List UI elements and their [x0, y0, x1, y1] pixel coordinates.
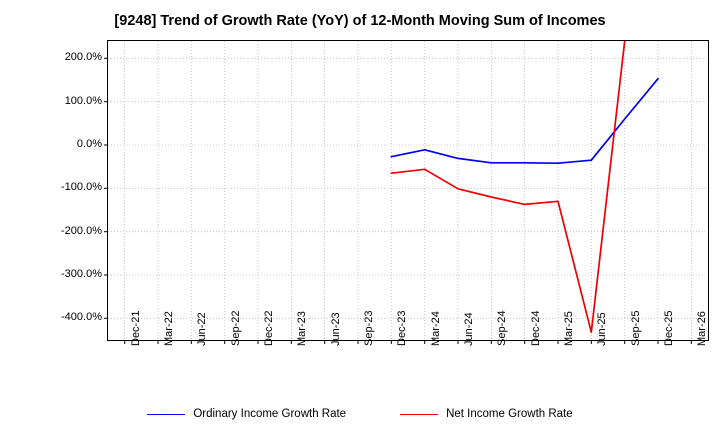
- x-tick-label: Jun-24: [463, 312, 475, 346]
- y-tick-label: -400.0%: [61, 311, 102, 324]
- y-tick-label: -100.0%: [61, 181, 102, 194]
- y-tick-label: -300.0%: [61, 268, 102, 280]
- legend-label: Net Income Growth Rate: [446, 408, 573, 420]
- x-tick-label: Jun-23: [329, 312, 342, 346]
- x-tick-label: Mar-25: [563, 311, 575, 346]
- x-tick-label: Dec-25: [663, 310, 675, 346]
- legend-item[interactable]: Ordinary Income Growth Rate: [147, 408, 346, 420]
- x-tick-label: Mar-24: [429, 311, 442, 346]
- y-tick-label: -200.0%: [61, 224, 102, 237]
- x-tick-label: Sep-22: [229, 310, 242, 346]
- plot-frame: [107, 40, 709, 341]
- x-tick-label: Mar-26: [696, 311, 709, 346]
- x-tick-label: Jun-22: [196, 312, 209, 346]
- x-tick-label: Sep-25: [629, 310, 642, 346]
- chart-title: [9248] Trend of Growth Rate (YoY) of 12-…: [114, 13, 606, 29]
- legend-item[interactable]: Net Income Growth Rate: [400, 408, 573, 420]
- x-tick-label: Mar-23: [296, 311, 309, 346]
- series-line: [390, 77, 659, 165]
- data-lines: [390, 40, 659, 334]
- x-tick-label: Dec-22: [263, 310, 275, 346]
- legend-color-swatch: [400, 413, 439, 415]
- legend-color-swatch: [147, 413, 186, 415]
- x-tick-label: Sep-24: [496, 310, 509, 346]
- x-tick-label: Dec-21: [129, 310, 142, 346]
- x-tick-label: Jun-25: [596, 312, 609, 346]
- legend-label: Ordinary Income Growth Rate: [193, 408, 347, 420]
- grid-lines: [104, 41, 708, 344]
- x-tick-label: Dec-23: [396, 310, 409, 346]
- y-tick-label: 0.0%: [76, 138, 102, 150]
- chart-legend: Ordinary Income Growth Rate Net Income Gr…: [0, 408, 720, 420]
- x-tick-label: Sep-23: [363, 310, 375, 346]
- x-tick-label: Dec-24: [529, 310, 542, 346]
- y-tick-label: 100.0%: [64, 94, 102, 107]
- series-line: [390, 40, 626, 334]
- y-tick-label: 200.0%: [64, 51, 102, 64]
- x-tick-label: Mar-22: [163, 311, 175, 346]
